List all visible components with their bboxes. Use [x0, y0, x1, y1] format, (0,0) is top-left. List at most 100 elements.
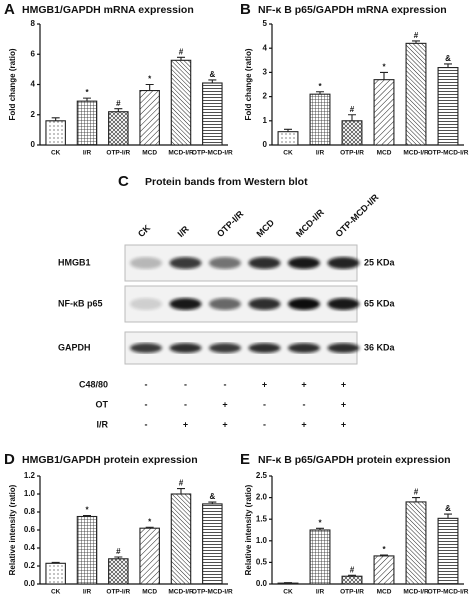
error-bar: [380, 554, 388, 556]
y-tick-label: 2: [31, 110, 36, 119]
treatment-sign: +: [301, 379, 306, 389]
bar: [170, 59, 192, 146]
error-bar: [145, 83, 154, 91]
protein-size: 36 KDa: [364, 342, 396, 352]
lane-label: OTP-I/R: [215, 208, 246, 239]
chart-title: NF-κ B p65/GAPDH protein expression: [258, 454, 451, 466]
error-bar: [114, 108, 123, 112]
y-tick-label: 3: [263, 68, 268, 77]
y-tick-label: 0: [263, 140, 268, 149]
treatment-label: C48/80: [79, 379, 108, 389]
treatment-sign: +: [222, 399, 227, 409]
annotation: #: [414, 488, 419, 497]
y-axis-title: Fold change (ratio): [244, 48, 253, 120]
error-bar: [83, 515, 91, 517]
bar: [405, 42, 427, 146]
bar: [139, 90, 160, 146]
bar: [341, 120, 363, 146]
x-tick-label: OTP-MCD-I/R: [428, 150, 469, 157]
error-bar: [177, 488, 185, 494]
treatment-sign: -: [145, 419, 148, 429]
bar: [108, 558, 129, 585]
treatment-sign: +: [341, 379, 346, 389]
treatment-sign: -: [145, 399, 148, 409]
bar: [277, 582, 299, 585]
treatment-sign: +: [183, 419, 188, 429]
blot-title: Protein bands from Western blot: [145, 176, 308, 188]
x-tick-label: MCD-I/R: [403, 150, 429, 157]
error-bar: [412, 40, 420, 44]
band: [209, 343, 241, 353]
annotation: #: [350, 565, 355, 574]
annotation: *: [85, 506, 89, 515]
y-tick-label: 1.0: [256, 536, 268, 545]
x-tick-label: CK: [283, 589, 293, 596]
treatment-sign: -: [224, 379, 227, 389]
x-tick-label: MCD: [142, 589, 157, 596]
band: [130, 343, 162, 353]
x-tick-label: CK: [283, 150, 293, 157]
band: [248, 298, 281, 310]
annotation: #: [179, 479, 184, 488]
bar: [108, 111, 129, 146]
chart-title: NF-κ B p65/GAPDH mRNA expression: [258, 4, 447, 16]
x-tick-label: I/R: [83, 150, 92, 157]
y-tick-label: 2.5: [256, 471, 268, 480]
y-tick-label: 1.2: [24, 471, 36, 480]
bar: [277, 131, 299, 146]
protein-label: NF-κB p65: [58, 298, 103, 308]
band: [169, 257, 202, 269]
protein-size: 25 KDa: [364, 257, 396, 267]
error-bar: [177, 56, 185, 61]
x-tick-label: OTP-MCD-I/R: [192, 150, 233, 157]
band: [248, 343, 281, 353]
annotation: *: [382, 545, 386, 554]
panel-label: D: [4, 451, 15, 468]
treatment-sign: -: [184, 399, 187, 409]
treatment-sign: +: [262, 379, 267, 389]
x-tick-label: MCD: [142, 150, 157, 157]
treatment-label: OT: [96, 399, 109, 409]
annotation: #: [414, 31, 419, 40]
x-tick-label: MCD: [377, 589, 392, 596]
band: [209, 257, 241, 269]
error-bar: [316, 527, 324, 530]
annotation: &: [209, 70, 215, 79]
band: [288, 298, 320, 310]
error-bar: [51, 561, 60, 564]
band: [169, 343, 202, 353]
annotation: *: [382, 63, 386, 72]
annotation: *: [318, 82, 322, 91]
bar: [139, 527, 160, 585]
x-tick-label: I/R: [316, 150, 325, 157]
panel-label: B: [240, 1, 251, 18]
bar: [45, 120, 66, 146]
y-tick-label: 1: [263, 116, 268, 125]
y-tick-label: 4: [31, 80, 36, 89]
bar: [45, 562, 66, 585]
lane-label: CK: [136, 222, 153, 239]
lane-label: I/R: [176, 224, 192, 240]
band: [248, 257, 281, 269]
bar: [309, 529, 331, 585]
band: [327, 257, 360, 269]
treatment-sign: -: [184, 379, 187, 389]
error-bar: [83, 97, 91, 102]
treatment-sign: -: [263, 399, 266, 409]
y-tick-label: 0.5: [256, 558, 268, 567]
y-tick-label: 0.2: [24, 561, 36, 570]
band: [327, 298, 360, 310]
y-tick-label: 4: [263, 43, 268, 52]
treatment-sign: +: [341, 399, 346, 409]
y-axis-title: Relative intensity (ratio): [244, 484, 253, 575]
error-bar: [444, 513, 452, 519]
chart-title: HMGB1/GAPDH mRNA expression: [22, 4, 194, 16]
lane-label: MCD: [255, 217, 277, 239]
treatment-sign: +: [301, 419, 306, 429]
annotation: &: [209, 492, 215, 501]
x-tick-label: I/R: [316, 589, 325, 596]
treatment-label: I/R: [96, 419, 108, 429]
error-bar: [348, 114, 356, 121]
y-tick-label: 0.0: [24, 579, 36, 588]
y-axis-title: Fold change (ratio): [8, 48, 17, 120]
